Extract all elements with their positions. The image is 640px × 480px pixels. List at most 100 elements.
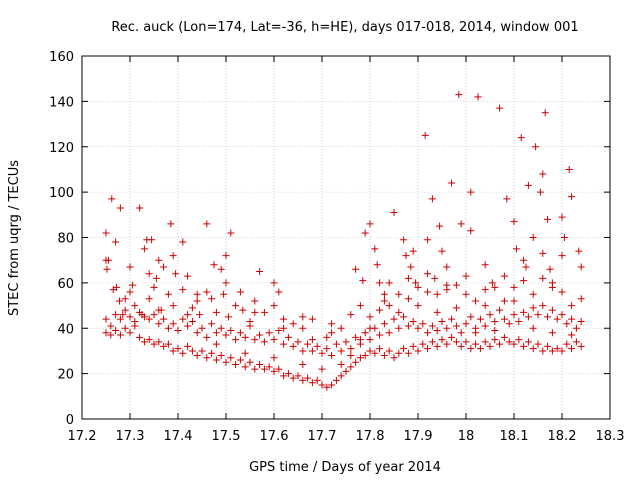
data-point-marker bbox=[239, 306, 247, 314]
data-point-marker bbox=[299, 324, 307, 332]
data-point-marker bbox=[376, 306, 384, 314]
data-point-marker bbox=[179, 349, 187, 357]
data-point-marker bbox=[236, 329, 244, 337]
data-point-marker bbox=[414, 324, 422, 332]
data-point-marker bbox=[323, 333, 331, 341]
data-point-marker bbox=[203, 288, 211, 296]
data-point-marker bbox=[500, 315, 508, 323]
data-point-marker bbox=[275, 288, 283, 296]
data-point-marker bbox=[376, 345, 384, 353]
data-point-marker bbox=[491, 317, 499, 325]
data-point-marker bbox=[404, 349, 412, 357]
data-point-marker bbox=[227, 229, 235, 237]
data-point-marker bbox=[126, 263, 134, 271]
data-point-marker bbox=[534, 311, 542, 319]
data-point-marker bbox=[433, 308, 441, 316]
data-point-marker bbox=[160, 263, 168, 271]
data-point-marker bbox=[224, 313, 232, 321]
data-point-marker bbox=[145, 315, 153, 323]
data-point-marker bbox=[280, 372, 288, 380]
data-point-marker bbox=[558, 213, 566, 221]
data-point-marker bbox=[270, 336, 278, 344]
data-point-marker bbox=[251, 297, 259, 305]
data-point-marker bbox=[366, 313, 374, 321]
data-point-marker bbox=[256, 268, 264, 276]
data-point-marker bbox=[431, 274, 439, 282]
data-point-marker bbox=[193, 297, 201, 305]
data-point-marker bbox=[532, 143, 540, 151]
data-point-marker bbox=[491, 283, 499, 291]
data-point-marker bbox=[558, 311, 566, 319]
data-point-marker bbox=[436, 222, 444, 230]
data-point-marker bbox=[155, 320, 163, 328]
data-point-marker bbox=[496, 306, 504, 314]
data-point-marker bbox=[155, 306, 163, 314]
data-point-marker bbox=[553, 345, 561, 353]
data-point-marker bbox=[457, 329, 465, 337]
data-point-marker bbox=[109, 286, 117, 294]
data-point-marker bbox=[236, 288, 244, 296]
data-points bbox=[102, 91, 585, 391]
data-point-marker bbox=[541, 109, 549, 117]
data-point-marker bbox=[102, 329, 110, 337]
data-point-marker bbox=[102, 229, 110, 237]
data-point-marker bbox=[520, 256, 528, 264]
data-point-marker bbox=[169, 347, 177, 355]
data-point-marker bbox=[203, 354, 211, 362]
data-point-marker bbox=[112, 327, 120, 335]
data-point-marker bbox=[400, 313, 408, 321]
data-point-marker bbox=[462, 272, 470, 280]
data-point-marker bbox=[544, 313, 552, 321]
data-point-marker bbox=[481, 302, 489, 310]
data-point-marker bbox=[524, 181, 532, 189]
data-point-marker bbox=[160, 342, 168, 350]
data-point-marker bbox=[280, 315, 288, 323]
data-point-marker bbox=[452, 281, 460, 289]
x-tick-label: 17.3 bbox=[116, 429, 145, 444]
data-point-marker bbox=[572, 324, 580, 332]
data-point-marker bbox=[116, 204, 124, 212]
data-point-marker bbox=[486, 311, 494, 319]
data-point-marker bbox=[265, 363, 273, 371]
y-tick-label: 140 bbox=[49, 95, 74, 110]
data-point-marker bbox=[337, 361, 345, 369]
data-point-marker bbox=[188, 317, 196, 325]
data-point-marker bbox=[222, 358, 230, 366]
data-point-marker bbox=[529, 234, 537, 241]
y-tick-label: 60 bbox=[57, 277, 74, 292]
data-point-marker bbox=[167, 220, 175, 228]
data-point-marker bbox=[457, 342, 465, 350]
data-point-marker bbox=[577, 295, 585, 303]
data-point-marker bbox=[568, 345, 576, 353]
data-point-marker bbox=[359, 277, 367, 285]
data-point-marker bbox=[400, 345, 408, 353]
data-point-marker bbox=[299, 361, 307, 369]
data-point-marker bbox=[280, 340, 288, 348]
data-point-marker bbox=[152, 274, 160, 282]
data-point-marker bbox=[304, 340, 312, 348]
data-point-marker bbox=[491, 327, 499, 335]
data-point-marker bbox=[500, 333, 508, 341]
data-point-marker bbox=[222, 331, 230, 339]
data-point-marker bbox=[131, 322, 139, 330]
data-point-marker bbox=[395, 324, 403, 332]
data-point-marker bbox=[121, 306, 129, 314]
data-point-marker bbox=[347, 363, 355, 371]
data-point-marker bbox=[193, 290, 201, 298]
data-point-marker bbox=[352, 358, 360, 366]
data-point-marker bbox=[246, 322, 254, 330]
data-point-marker bbox=[385, 279, 393, 287]
data-point-marker bbox=[467, 345, 475, 353]
data-point-marker bbox=[150, 340, 158, 348]
data-point-marker bbox=[164, 340, 172, 348]
data-point-marker bbox=[472, 297, 480, 305]
data-point-marker bbox=[203, 220, 211, 228]
data-point-marker bbox=[179, 315, 187, 323]
data-point-marker bbox=[241, 333, 249, 341]
data-point-marker bbox=[539, 302, 547, 310]
data-point-marker bbox=[563, 320, 571, 328]
data-point-marker bbox=[294, 372, 302, 380]
data-point-marker bbox=[546, 265, 554, 273]
data-point-marker bbox=[448, 179, 456, 187]
